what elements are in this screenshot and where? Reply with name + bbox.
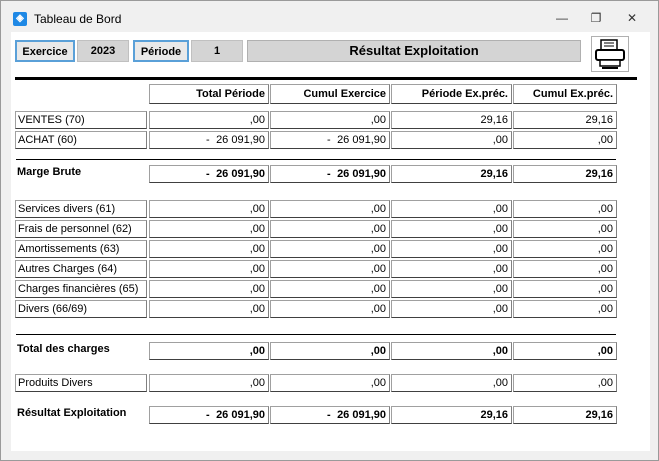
marge-total-periode: -26 091,90 bbox=[149, 165, 269, 183]
header-divider bbox=[15, 77, 637, 80]
personnel-total-periode: ,00 bbox=[149, 220, 269, 238]
negative-sign: - bbox=[327, 409, 331, 421]
autres-total-periode: ,00 bbox=[149, 260, 269, 278]
amount: 26 091,90 bbox=[216, 409, 265, 421]
row-label-charges-financieres: Charges financières (65) bbox=[15, 280, 147, 298]
negative-sign: - bbox=[327, 168, 331, 180]
row-label-autres-charges: Autres Charges (64) bbox=[15, 260, 147, 278]
row-label-total-charges: Total des charges bbox=[17, 343, 110, 355]
negative-sign: - bbox=[327, 134, 331, 146]
resultat-periode-exprec: 29,16 bbox=[391, 406, 512, 424]
title-bar: ◈ Tableau de Bord — ❐ ✕ bbox=[1, 1, 658, 31]
amount: 26 091,90 bbox=[216, 168, 265, 180]
col-total-periode: Total Période bbox=[149, 84, 269, 104]
restore-icon[interactable]: ❐ bbox=[590, 11, 602, 25]
col-cumul-exprec: Cumul Ex.préc. bbox=[513, 84, 617, 104]
negative-sign: - bbox=[206, 134, 210, 146]
personnel-cumul-exercice: ,00 bbox=[270, 220, 390, 238]
ventes-cumul-exercice: ,00 bbox=[270, 111, 390, 129]
ventes-cumul-exprec: 29,16 bbox=[513, 111, 617, 129]
app-icon: ◈ bbox=[13, 12, 27, 26]
services-cumul-exprec: ,00 bbox=[513, 200, 617, 218]
resultat-total-periode: -26 091,90 bbox=[149, 406, 269, 424]
achat-total-periode: -26 091,90 bbox=[149, 131, 269, 149]
row-label-achat: ACHAT (60) bbox=[15, 131, 147, 149]
financieres-total-periode: ,00 bbox=[149, 280, 269, 298]
total-cumul-exprec: ,00 bbox=[513, 342, 617, 360]
services-cumul-exercice: ,00 bbox=[270, 200, 390, 218]
col-cumul-exercice: Cumul Exercice bbox=[270, 84, 390, 104]
financieres-cumul-exercice: ,00 bbox=[270, 280, 390, 298]
exercice-value[interactable]: 2023 bbox=[77, 40, 129, 62]
report-title: Résultat Exploitation bbox=[247, 40, 581, 62]
produits-periode-exprec: ,00 bbox=[391, 374, 512, 392]
marge-cumul-exercice: -26 091,90 bbox=[270, 165, 390, 183]
total-periode-exprec: ,00 bbox=[391, 342, 512, 360]
periode-value[interactable]: 1 bbox=[191, 40, 243, 62]
divers-total-periode: ,00 bbox=[149, 300, 269, 318]
divider-marge bbox=[16, 159, 616, 160]
autres-periode-exprec: ,00 bbox=[391, 260, 512, 278]
row-label-produits-divers: Produits Divers bbox=[15, 374, 147, 392]
row-label-marge-brute: Marge Brute bbox=[17, 166, 82, 178]
produits-total-periode: ,00 bbox=[149, 374, 269, 392]
row-label-personnel: Frais de personnel (62) bbox=[15, 220, 147, 238]
divers-periode-exprec: ,00 bbox=[391, 300, 512, 318]
divers-cumul-exercice: ,00 bbox=[270, 300, 390, 318]
amount: 26 091,90 bbox=[337, 409, 386, 421]
divider-total bbox=[16, 334, 616, 335]
marge-periode-exprec: 29,16 bbox=[391, 165, 512, 183]
col-periode-exprec: Période Ex.préc. bbox=[391, 84, 512, 104]
financieres-cumul-exprec: ,00 bbox=[513, 280, 617, 298]
row-label-resultat: Résultat Exploitation bbox=[17, 407, 127, 419]
achat-periode-exprec: ,00 bbox=[391, 131, 512, 149]
produits-cumul-exercice: ,00 bbox=[270, 374, 390, 392]
marge-cumul-exprec: 29,16 bbox=[513, 165, 617, 183]
close-icon[interactable]: ✕ bbox=[626, 11, 638, 25]
amount: 26 091,90 bbox=[337, 168, 386, 180]
row-label-services: Services divers (61) bbox=[15, 200, 147, 218]
amount: 26 091,90 bbox=[337, 134, 386, 146]
row-label-divers: Divers (66/69) bbox=[15, 300, 147, 318]
divers-cumul-exprec: ,00 bbox=[513, 300, 617, 318]
window-title: Tableau de Bord bbox=[34, 12, 122, 26]
exercice-label[interactable]: Exercice bbox=[15, 40, 75, 62]
periode-label[interactable]: Période bbox=[133, 40, 189, 62]
personnel-periode-exprec: ,00 bbox=[391, 220, 512, 238]
amort-cumul-exercice: ,00 bbox=[270, 240, 390, 258]
amort-periode-exprec: ,00 bbox=[391, 240, 512, 258]
produits-cumul-exprec: ,00 bbox=[513, 374, 617, 392]
negative-sign: - bbox=[206, 409, 210, 421]
print-button[interactable] bbox=[591, 36, 629, 72]
resultat-cumul-exprec: 29,16 bbox=[513, 406, 617, 424]
total-cumul-exercice: ,00 bbox=[270, 342, 390, 360]
autres-cumul-exprec: ,00 bbox=[513, 260, 617, 278]
amort-total-periode: ,00 bbox=[149, 240, 269, 258]
minimize-icon[interactable]: — bbox=[556, 11, 568, 25]
row-label-ventes: VENTES (70) bbox=[15, 111, 147, 129]
negative-sign: - bbox=[206, 168, 210, 180]
ventes-periode-exprec: 29,16 bbox=[391, 111, 512, 129]
autres-cumul-exercice: ,00 bbox=[270, 260, 390, 278]
achat-cumul-exercice: -26 091,90 bbox=[270, 131, 390, 149]
services-total-periode: ,00 bbox=[149, 200, 269, 218]
amount: 26 091,90 bbox=[216, 134, 265, 146]
row-label-amortissements: Amortissements (63) bbox=[15, 240, 147, 258]
financieres-periode-exprec: ,00 bbox=[391, 280, 512, 298]
resultat-cumul-exercice: -26 091,90 bbox=[270, 406, 390, 424]
printer-icon bbox=[595, 39, 625, 69]
personnel-cumul-exprec: ,00 bbox=[513, 220, 617, 238]
achat-cumul-exprec: ,00 bbox=[513, 131, 617, 149]
ventes-total-periode: ,00 bbox=[149, 111, 269, 129]
total-total-periode: ,00 bbox=[149, 342, 269, 360]
report-panel: Exercice 2023 Période 1 Résultat Exploit… bbox=[11, 32, 650, 451]
services-periode-exprec: ,00 bbox=[391, 200, 512, 218]
amort-cumul-exprec: ,00 bbox=[513, 240, 617, 258]
